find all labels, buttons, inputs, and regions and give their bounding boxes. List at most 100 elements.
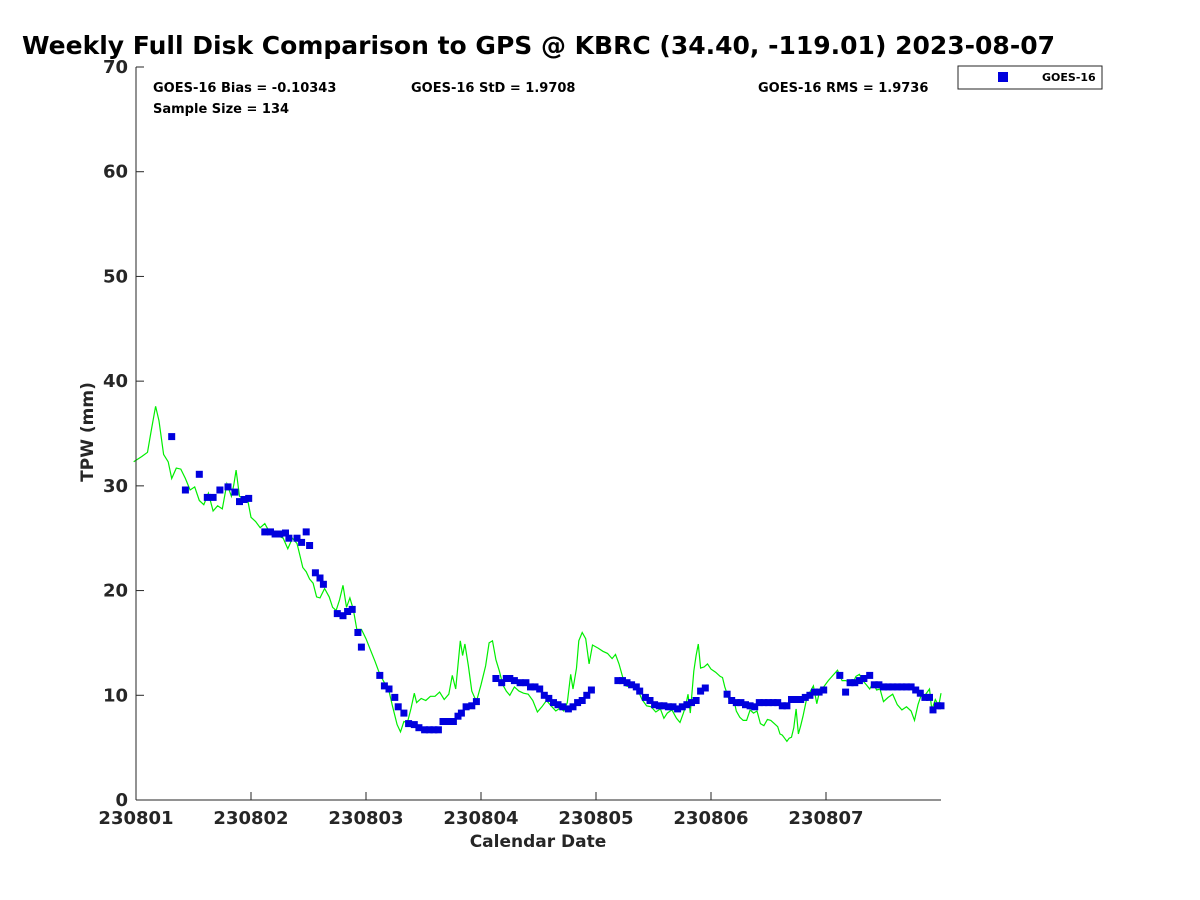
plot-area [133,406,945,743]
data-point [554,701,562,709]
data-point [646,697,654,704]
data-point [425,726,433,734]
data-point [614,677,622,685]
data-point [261,528,269,536]
data-point [536,685,544,693]
data-point [348,605,356,613]
data-point [806,691,814,699]
data-point [636,687,644,695]
data-point [870,681,878,689]
data-point [783,702,791,710]
data-point [344,608,352,615]
y-tick-label: 60 [103,162,128,183]
data-point [820,686,828,694]
data-point [319,580,327,588]
data-point [240,496,248,503]
data-point [884,683,892,691]
data-point [522,679,530,687]
y-tick-label: 30 [103,476,128,497]
data-point [912,686,920,694]
data-point [209,493,217,501]
data-point [540,691,548,699]
data-point [875,681,883,689]
data-point [434,726,442,734]
data-point [737,699,745,707]
data-point [405,720,413,728]
y-tick-label: 0 [115,790,128,811]
data-point [311,569,319,577]
legend-box [957,65,1103,90]
data-point [769,699,777,707]
data-point [583,691,591,699]
data-point [792,696,800,703]
data-point [907,683,915,691]
x-axis-label: Calendar Date [470,832,607,852]
data-point [415,724,423,732]
data-point [692,697,700,704]
data-point [728,697,736,704]
data-point [587,686,595,694]
data-point [765,699,772,707]
data-point [815,688,823,696]
data-point [578,697,586,704]
y-tick-label: 10 [103,685,128,706]
data-point [333,610,341,618]
data-point [842,688,850,696]
data-point [564,705,572,713]
data-point [559,703,567,711]
data-point [385,685,393,693]
axes: 0 10 20 30 40 50 60 70 230801 230802 230803 230804 2… [98,57,941,829]
data-point [439,718,447,725]
data-point [683,701,691,709]
data-point [797,696,805,703]
data-point [293,534,301,542]
data-point [276,530,284,538]
data-point [285,534,293,542]
data-point [391,693,399,701]
data-point [306,542,314,549]
data-point [937,702,945,710]
data-point [811,688,818,696]
data-point [569,703,577,711]
data-point [660,702,668,710]
data-point [746,702,754,710]
data-point [216,486,224,494]
data-point [430,726,438,734]
x-tick-label: 230802 [213,808,288,829]
data-point [203,493,211,501]
data-point [628,681,636,689]
data-point [855,677,863,685]
data-point [168,433,176,441]
data-point [801,693,809,701]
data-point [472,698,480,706]
legend: GOES-16 [957,65,1103,90]
data-point [316,574,324,582]
data-point [510,677,518,685]
data-point [774,699,782,707]
data-point [421,726,429,734]
data-point [669,703,677,711]
data-point [788,696,795,703]
data-point [195,470,203,478]
data-point [898,683,906,691]
data-point [462,703,470,711]
data-point [445,718,453,725]
x-tick-label: 230804 [443,808,518,829]
data-point [655,702,663,710]
data-point [550,699,557,707]
data-point [527,683,534,691]
data-point [271,530,279,538]
data-point [866,671,874,679]
data-point [400,709,408,717]
data-point [574,699,582,707]
data-point [410,721,418,729]
data-point [755,699,763,707]
data-point [298,538,306,546]
data-point [860,675,868,682]
data-point [498,679,506,687]
y-axis-label: TPW (mm) [78,382,98,482]
data-point [531,683,539,691]
data-point [545,694,553,702]
data-point [339,612,347,620]
data-point [245,494,253,502]
